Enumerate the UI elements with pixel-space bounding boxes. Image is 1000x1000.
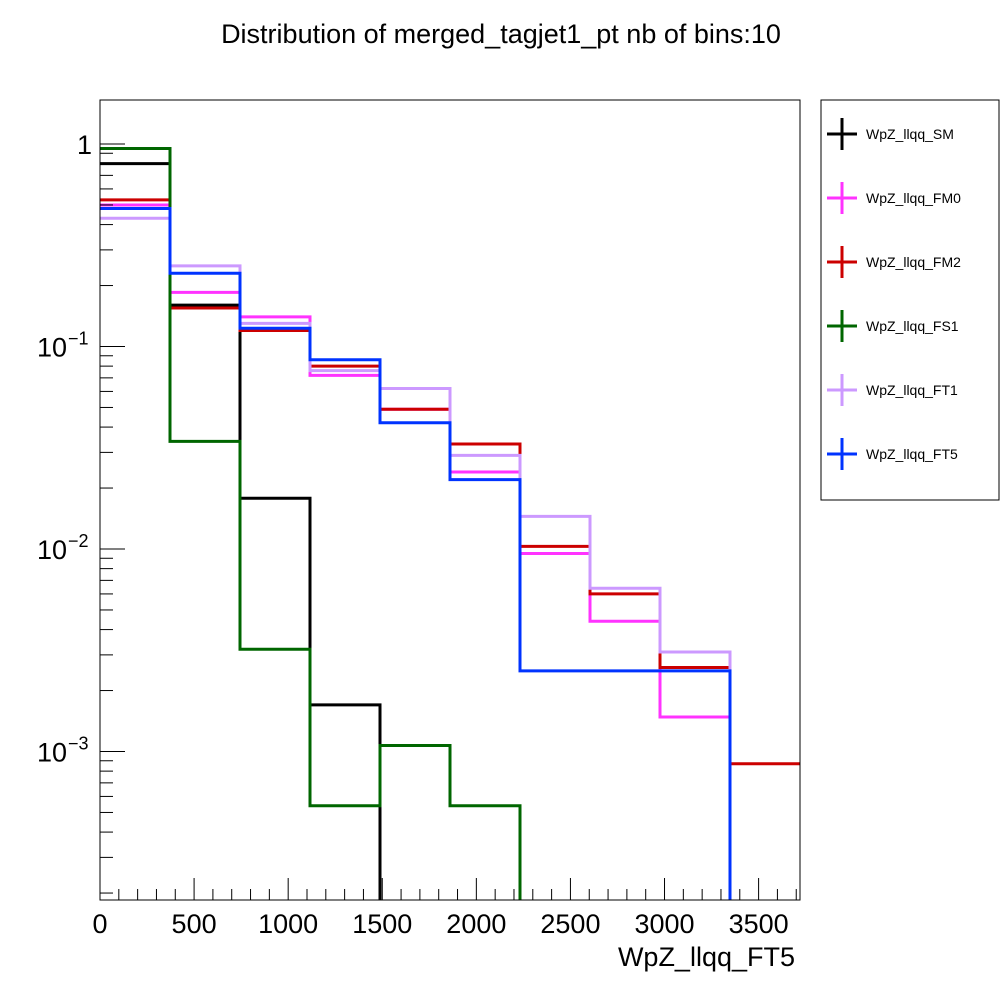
series-line-WpZ_llqq_FS1: [100, 147, 522, 900]
y-tick-label: 1: [77, 130, 92, 160]
series-line-WpZ_llqq_FT5: [100, 207, 732, 900]
legend-label: WpZ_llqq_FT1: [866, 382, 958, 398]
y-tick-exponent: −1: [68, 329, 89, 349]
series-line-WpZ_llqq_FM0: [100, 203, 732, 900]
chart-title: Distribution of merged_tagjet1_pt nb of …: [221, 19, 781, 49]
legend-label: WpZ_llqq_FM0: [866, 190, 961, 206]
plot-frame: [99, 99, 801, 901]
x-tick-label: 2500: [540, 909, 600, 939]
legend: WpZ_llqq_SM WpZ_llqq_FM0 WpZ_llqq_FM2 WpZ_l…: [820, 99, 1000, 501]
legend-entry: WpZ_llqq_FM2: [827, 246, 961, 278]
y-tick-label: 10: [37, 738, 67, 768]
legend-label: WpZ_llqq_FT5: [866, 446, 958, 462]
series-line-WpZ_llqq_FT1: [100, 216, 732, 900]
legend-label: WpZ_llqq_FM2: [866, 254, 961, 270]
x-tick-label: 2000: [446, 909, 506, 939]
legend-label: WpZ_llqq_SM: [866, 126, 954, 142]
y-tick-exponent: −2: [68, 531, 89, 551]
legend-entry: WpZ_llqq_FM0: [827, 182, 961, 214]
legend-entry: WpZ_llqq_FS1: [827, 310, 959, 342]
legend-entry: WpZ_llqq_FT1: [827, 374, 958, 406]
plot-area: [100, 147, 800, 900]
legend-entry: WpZ_llqq_SM: [827, 118, 954, 150]
x-tick-label: 500: [172, 909, 217, 939]
legend-entry: WpZ_llqq_FT5: [827, 438, 958, 470]
x-axis-label: WpZ_llqq_FT5: [618, 942, 795, 972]
series-line-WpZ_llqq_FM2: [100, 198, 800, 766]
x-tick-label: 1500: [352, 909, 412, 939]
x-tick-label: 0: [92, 909, 107, 939]
x-tick-label: 3000: [634, 909, 694, 939]
y-tick-label: 10: [37, 535, 67, 565]
legend-label: WpZ_llqq_FS1: [866, 318, 959, 334]
y-tick-label: 10: [37, 333, 67, 363]
x-tick-label: 1000: [258, 909, 318, 939]
y-tick-exponent: −3: [68, 734, 89, 754]
series-line-WpZ_llqq_SM: [100, 162, 382, 900]
x-tick-label: 3500: [729, 909, 789, 939]
legend-box: [820, 99, 1000, 501]
